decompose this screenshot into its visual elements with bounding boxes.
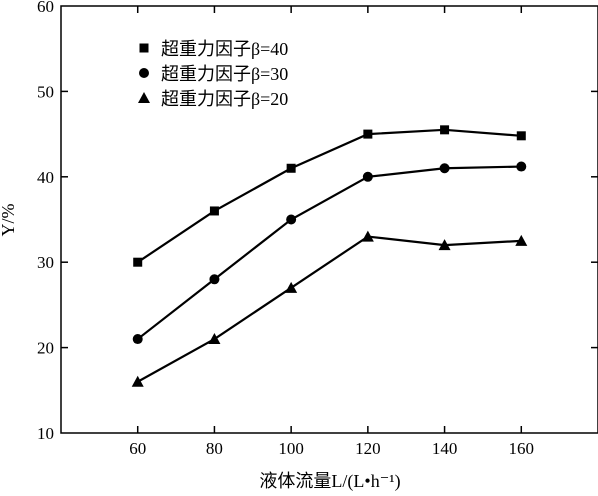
data-point-triangle [285, 281, 298, 293]
y-axis: 10 20 30 40 50 60 [37, 0, 598, 443]
y-tick-label: 20 [37, 339, 54, 358]
data-point-triangle [131, 375, 144, 387]
data-point-square [440, 125, 450, 135]
data-point-circle [516, 161, 527, 172]
y-tick-label: 30 [37, 253, 54, 272]
series-circle [132, 161, 527, 345]
data-point-square [209, 206, 219, 216]
data-point-circle [286, 214, 297, 225]
series-layer [131, 125, 528, 387]
data-point-square [363, 129, 373, 139]
legend-marker-square [139, 43, 149, 53]
y-tick-label: 60 [37, 0, 54, 16]
data-point-square [133, 257, 143, 267]
data-point-triangle [208, 333, 221, 345]
data-point-triangle [438, 239, 451, 251]
plot-frame [60, 5, 598, 434]
y-axis-title: Y/% [0, 204, 18, 237]
x-tick-label: 100 [278, 439, 304, 458]
legend-label: 超重力因子β=30 [161, 64, 288, 84]
y-tick-label: 50 [37, 82, 54, 101]
series-square [133, 125, 526, 267]
series-line-circle [137, 165, 522, 340]
data-point-circle [209, 274, 220, 285]
data-point-square [516, 131, 526, 141]
data-point-circle [439, 163, 450, 174]
series-triangle [131, 230, 528, 387]
x-axis: 60 80 100 120 140 160 [129, 6, 534, 458]
legend-label: 超重力因子β=40 [161, 39, 288, 59]
data-point-circle [362, 171, 373, 182]
data-point-square [286, 163, 296, 173]
data-point-circle [132, 334, 143, 345]
legend-marker-circle [139, 68, 149, 78]
x-tick-label: 120 [355, 439, 381, 458]
data-point-triangle [361, 230, 374, 242]
y-tick-label: 40 [37, 168, 54, 187]
series-line-triangle [137, 235, 522, 383]
legend-marker-triangle [138, 92, 150, 103]
x-axis-title: 液体流量L/(L•h⁻¹) [259, 471, 400, 492]
data-point-triangle [515, 234, 528, 246]
x-tick-label: 80 [206, 439, 223, 458]
legend: 超重力因子β=40 超重力因子β=30 超重力因子β=20 [138, 39, 288, 109]
series-line-square [137, 128, 522, 264]
x-tick-label: 60 [129, 439, 146, 458]
x-tick-label: 140 [432, 439, 458, 458]
legend-label: 超重力因子β=20 [161, 89, 288, 109]
x-tick-label: 160 [509, 439, 535, 458]
y-tick-label: 10 [37, 424, 54, 443]
